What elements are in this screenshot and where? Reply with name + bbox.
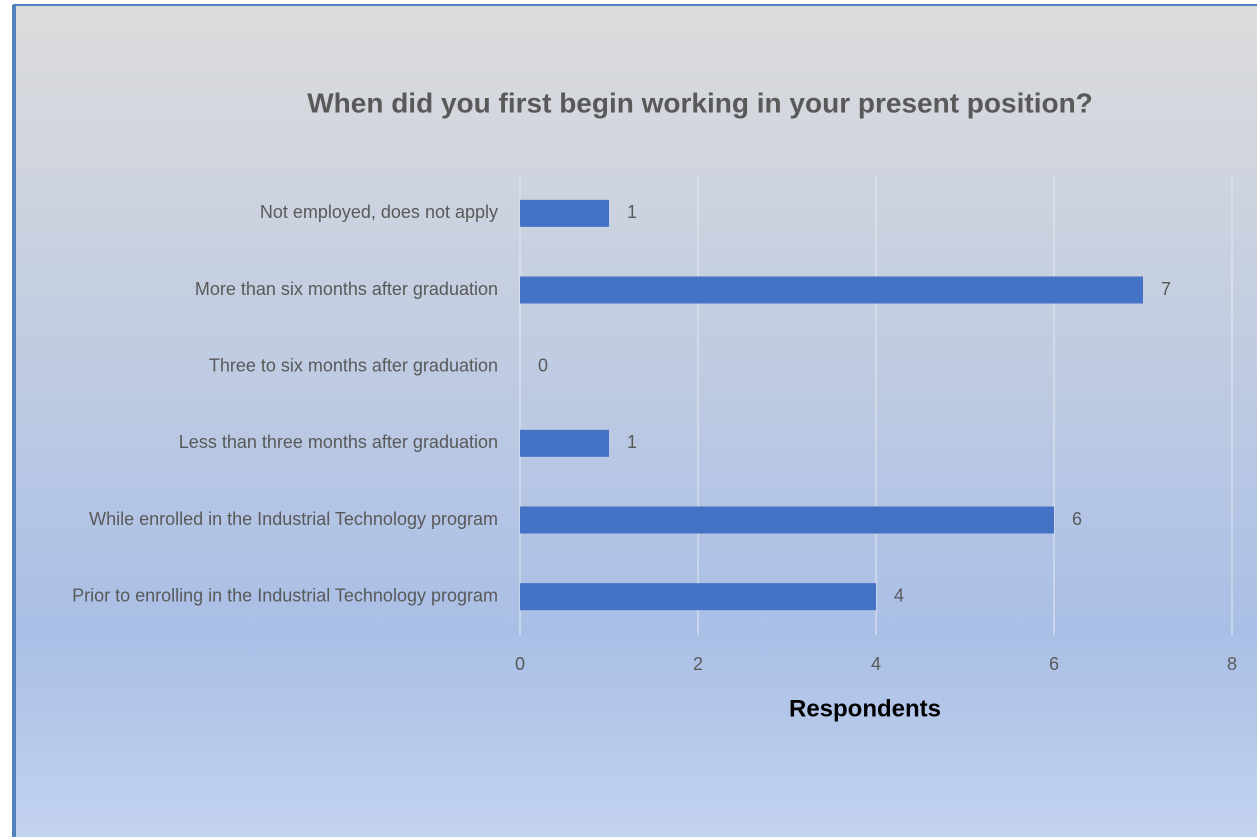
data-label: 7 — [1161, 279, 1171, 299]
bar — [520, 276, 1143, 304]
chart-title: When did you first begin working in your… — [307, 87, 1093, 118]
bar — [520, 429, 609, 457]
data-label: 0 — [538, 355, 548, 375]
data-label: 1 — [627, 202, 637, 222]
bar — [520, 583, 876, 611]
y-tick-label: Less than three months after graduation — [179, 432, 498, 452]
y-tick-label: Not employed, does not apply — [260, 202, 498, 222]
data-label: 4 — [894, 585, 904, 605]
x-axis-title: Respondents — [789, 695, 941, 722]
data-label: 1 — [627, 432, 637, 452]
x-tick-label: 4 — [871, 654, 881, 674]
y-tick-label: More than six months after graduation — [195, 279, 498, 299]
x-tick-label: 0 — [515, 654, 525, 674]
x-tick-label: 8 — [1227, 654, 1237, 674]
y-tick-label: Prior to enrolling in the Industrial Tec… — [72, 585, 498, 605]
x-tick-label: 6 — [1049, 654, 1059, 674]
data-label: 6 — [1072, 509, 1082, 529]
chart-background — [13, 4, 1257, 837]
y-tick-label: Three to six months after graduation — [209, 355, 498, 375]
bar — [520, 506, 1054, 534]
chart-border — [12, 5, 16, 837]
x-tick-label: 2 — [693, 654, 703, 674]
bar — [520, 199, 609, 227]
y-tick-label: While enrolled in the Industrial Technol… — [89, 509, 498, 529]
